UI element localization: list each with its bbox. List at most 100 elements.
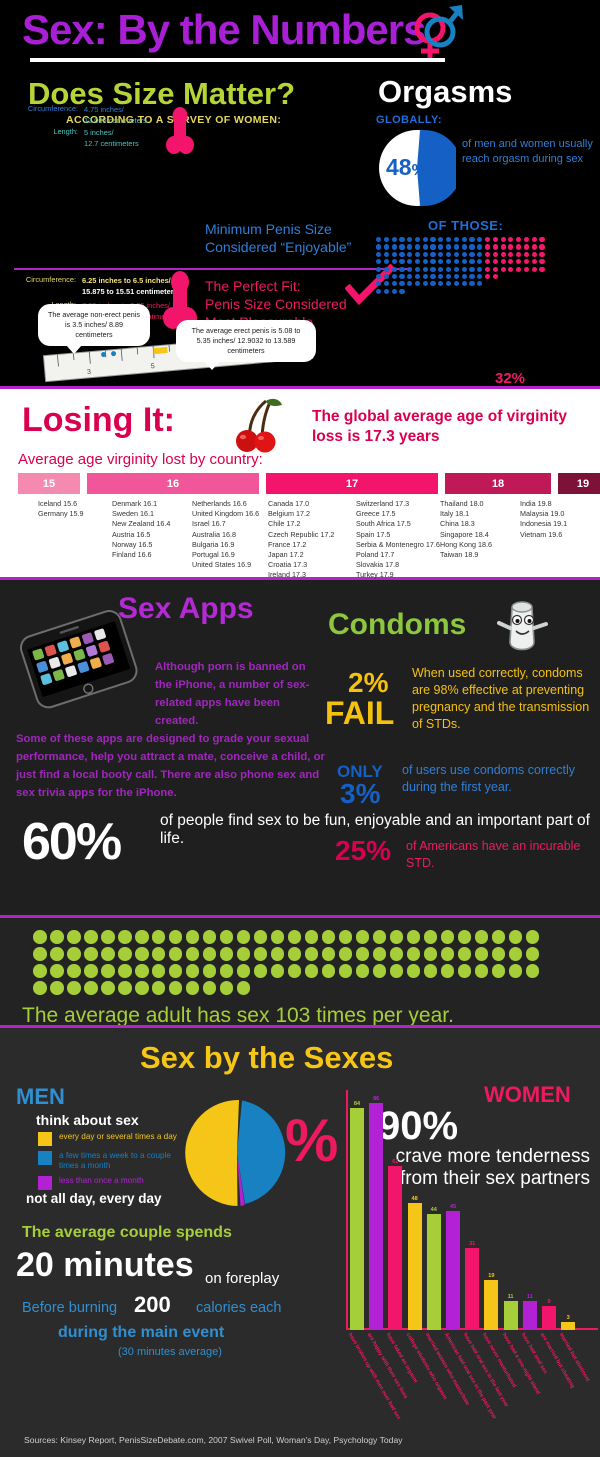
dot-men [446,266,452,272]
green-dot [508,930,523,944]
green-dot [423,963,438,978]
country-entry: Spain 17.5 [356,529,391,539]
cherries-icon [236,398,282,453]
green-dot [389,930,404,944]
dot-men [453,266,459,272]
dot-women [516,259,522,265]
bar [522,1300,537,1330]
svg-text:5: 5 [151,363,156,370]
sexes-title: Sex by the Sexes [140,1040,394,1075]
green-dot [83,980,98,995]
age-band-17: 17 [266,473,438,494]
country-column-4: Switzerland 17.3 Greece 17.5 South Africa … [356,499,440,581]
green-dot [49,930,64,944]
dot-women [516,266,522,272]
section-divider [14,268,412,270]
min-length-cm: 12.7 centimeters [84,139,139,148]
legend-item-0: every day or several times a day [38,1132,179,1146]
orgasm-pie-number: 48 [386,154,412,180]
dot-women [500,237,506,243]
bar [388,1166,403,1330]
dot-men [383,266,389,272]
dot-men [453,281,459,287]
green-dot [66,963,81,978]
green-dot [338,963,353,978]
age-band-18: 18 [445,473,551,494]
country-entry: Ireland 17.3 [268,570,306,580]
dot-men [407,266,413,272]
dot-men [438,237,444,243]
green-dot [236,946,251,961]
women-crave-text: crave more tenderness from their sex par… [395,1146,590,1189]
orgasm-pie-chart [379,130,456,206]
dot-men [438,259,444,265]
dot-men [453,259,459,265]
dot-men [383,281,389,287]
green-dot [236,930,251,944]
green-dot [168,946,183,961]
condom-only-label: ONLY [337,762,383,781]
dot-men [391,237,397,243]
green-dot [406,930,421,944]
size-section-title: Does Size Matter? [28,76,296,111]
green-dot [270,946,285,961]
bar-category-label: have had a one-night stand [500,1332,541,1396]
legend-item-1: a few times a week to a couple times a m… [38,1151,179,1171]
dot-men [383,251,389,257]
dot-women [539,251,545,257]
dot-women [516,244,522,250]
women-stats-bar-chart: 84 have broken up with men over bad sex 86… [346,1090,598,1421]
dot-men [477,237,483,243]
dot-row [376,251,586,257]
dot-women [508,251,514,257]
penis-icon-small [166,107,194,154]
bar-value: 45 [449,1204,457,1210]
dot-men [469,259,475,265]
green-dot [457,930,472,944]
dot-men [383,288,389,294]
dot-men [438,266,444,272]
country-entry: Sweden 16.1 [112,509,154,519]
green-dot [66,980,81,995]
dot-women [539,237,545,243]
dot-women [492,244,498,250]
green-dot [202,946,217,961]
green-dot [151,980,166,995]
green-dot [168,930,183,944]
sex-apps-paragraph-1: Although porn is banned on the iPhone, a… [155,661,310,727]
not-all-day-label: not all day, every day [26,1191,162,1206]
dot-row [376,288,586,294]
dot-men [430,273,436,280]
age-band-15: 15 [18,473,80,494]
sex-apps-paragraph-2: Some of these apps are designed to grade… [16,733,325,799]
dot-men [461,244,467,250]
dot-men [414,251,421,257]
dot-men [461,273,467,280]
country-entry: Slovakia 17.8 [356,560,400,570]
country-entry: South Africa 17.5 [356,519,411,529]
dot-women [492,251,498,257]
dot-women [500,244,506,250]
country-entry: Denmark 16.1 [112,499,158,508]
green-dot [236,963,251,978]
min-length-in: 5 inches/ [84,128,114,137]
green-dot [525,946,540,961]
dot-men [391,251,397,257]
country-entry: Norway 16.5 [112,539,153,549]
green-dot [117,946,132,961]
min-length-label: Length: [53,127,78,136]
dot-men [376,281,382,287]
country-entry: China 18.3 [440,519,475,529]
bar [446,1211,460,1330]
dot-men [407,259,413,265]
bar [350,1107,364,1330]
bar-value: 31 [469,1241,476,1248]
of-those-label: OF THOSE: [428,218,504,233]
country-entry: Canada 17.0 [268,499,310,508]
green-dot [151,963,166,978]
bubble-non-erect: The average non-erect penis is 3.5 inche… [38,304,150,354]
dot-women [531,251,537,257]
age-band-16: 16 [87,473,259,494]
dot-women [484,259,491,265]
